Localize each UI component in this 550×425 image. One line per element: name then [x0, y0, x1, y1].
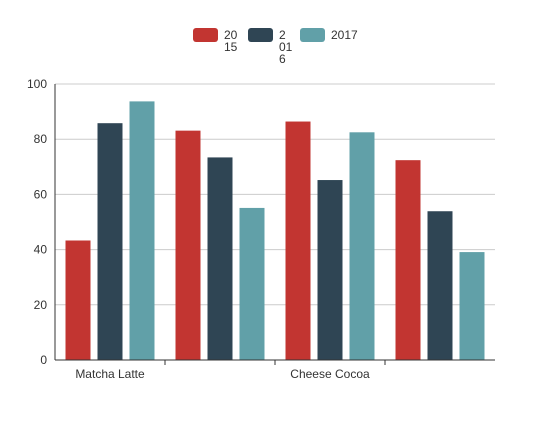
- axes: 0 20 40 60 80 100 Matcha Latte Cheese Cocoa: [27, 77, 495, 381]
- legend-swatch: [300, 28, 325, 42]
- legend-label: 2 01 6: [279, 28, 293, 66]
- y-tick-label: 20: [34, 298, 48, 312]
- bars: [65, 101, 485, 360]
- y-tick-label: 0: [40, 353, 47, 367]
- bar-2017-walnut-brownie[interactable]: [459, 252, 485, 360]
- bar-2016-milk-tea[interactable]: [207, 157, 233, 360]
- y-tick-label: 80: [34, 132, 48, 146]
- x-tick-label: Matcha Latte: [75, 367, 145, 381]
- bar-2015-matcha-latte[interactable]: [65, 240, 91, 360]
- bar-2016-matcha-latte[interactable]: [97, 123, 123, 360]
- bar-2015-cheese-cocoa[interactable]: [285, 121, 311, 360]
- y-tick-label: 40: [34, 243, 48, 257]
- legend-swatch: [193, 28, 218, 42]
- legend-swatch: [248, 28, 273, 42]
- legend-item-2015[interactable]: 20 15: [193, 28, 238, 54]
- bar-2016-cheese-cocoa[interactable]: [317, 180, 343, 360]
- bar-2016-walnut-brownie[interactable]: [427, 211, 453, 360]
- bar-2017-milk-tea[interactable]: [239, 207, 265, 360]
- legend-item-2017[interactable]: 2017: [300, 28, 358, 42]
- bar-2017-matcha-latte[interactable]: [129, 101, 155, 360]
- y-tick-label: 100: [27, 77, 47, 91]
- legend-item-2016[interactable]: 2 01 6: [248, 28, 293, 66]
- bar-2015-walnut-brownie[interactable]: [395, 160, 421, 360]
- legend-label: 20 15: [224, 28, 238, 54]
- x-tick-label: Cheese Cocoa: [290, 367, 370, 381]
- legend-label: 2017: [331, 28, 358, 42]
- legend: 20 15 2 01 6 2017: [193, 28, 358, 66]
- bar-2017-cheese-cocoa[interactable]: [349, 132, 375, 360]
- y-tick-label: 60: [34, 187, 48, 201]
- bar-2015-milk-tea[interactable]: [175, 130, 201, 360]
- grid: [55, 83, 495, 306]
